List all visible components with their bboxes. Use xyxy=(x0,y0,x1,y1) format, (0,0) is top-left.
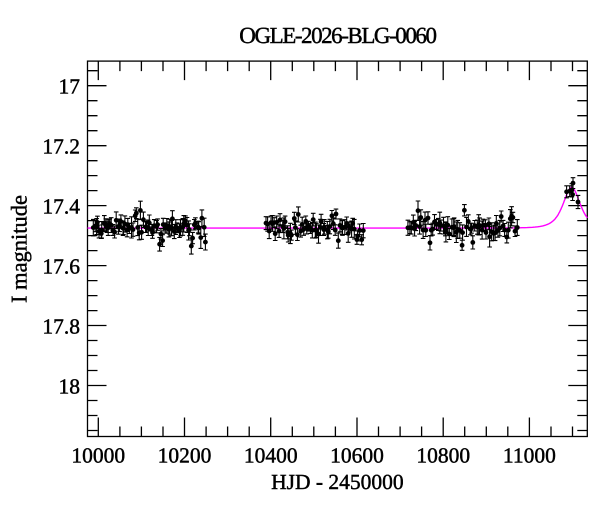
svg-text:HJD - 2450000: HJD - 2450000 xyxy=(271,470,404,494)
svg-text:10800: 10800 xyxy=(416,443,470,467)
svg-text:17: 17 xyxy=(59,75,81,99)
svg-text:17.6: 17.6 xyxy=(42,255,80,279)
svg-text:17.4: 17.4 xyxy=(42,195,80,219)
svg-text:17.2: 17.2 xyxy=(42,135,80,159)
svg-text:10000: 10000 xyxy=(71,443,125,467)
svg-text:10400: 10400 xyxy=(244,443,298,467)
svg-text:I magnitude: I magnitude xyxy=(7,195,32,303)
svg-text:18: 18 xyxy=(59,375,81,399)
svg-text:10200: 10200 xyxy=(158,443,212,467)
svg-text:OGLE-2026-BLG-0060: OGLE-2026-BLG-0060 xyxy=(239,23,436,48)
svg-text:10600: 10600 xyxy=(330,443,384,467)
svg-text:11000: 11000 xyxy=(503,443,556,467)
svg-text:17.8: 17.8 xyxy=(42,315,80,339)
